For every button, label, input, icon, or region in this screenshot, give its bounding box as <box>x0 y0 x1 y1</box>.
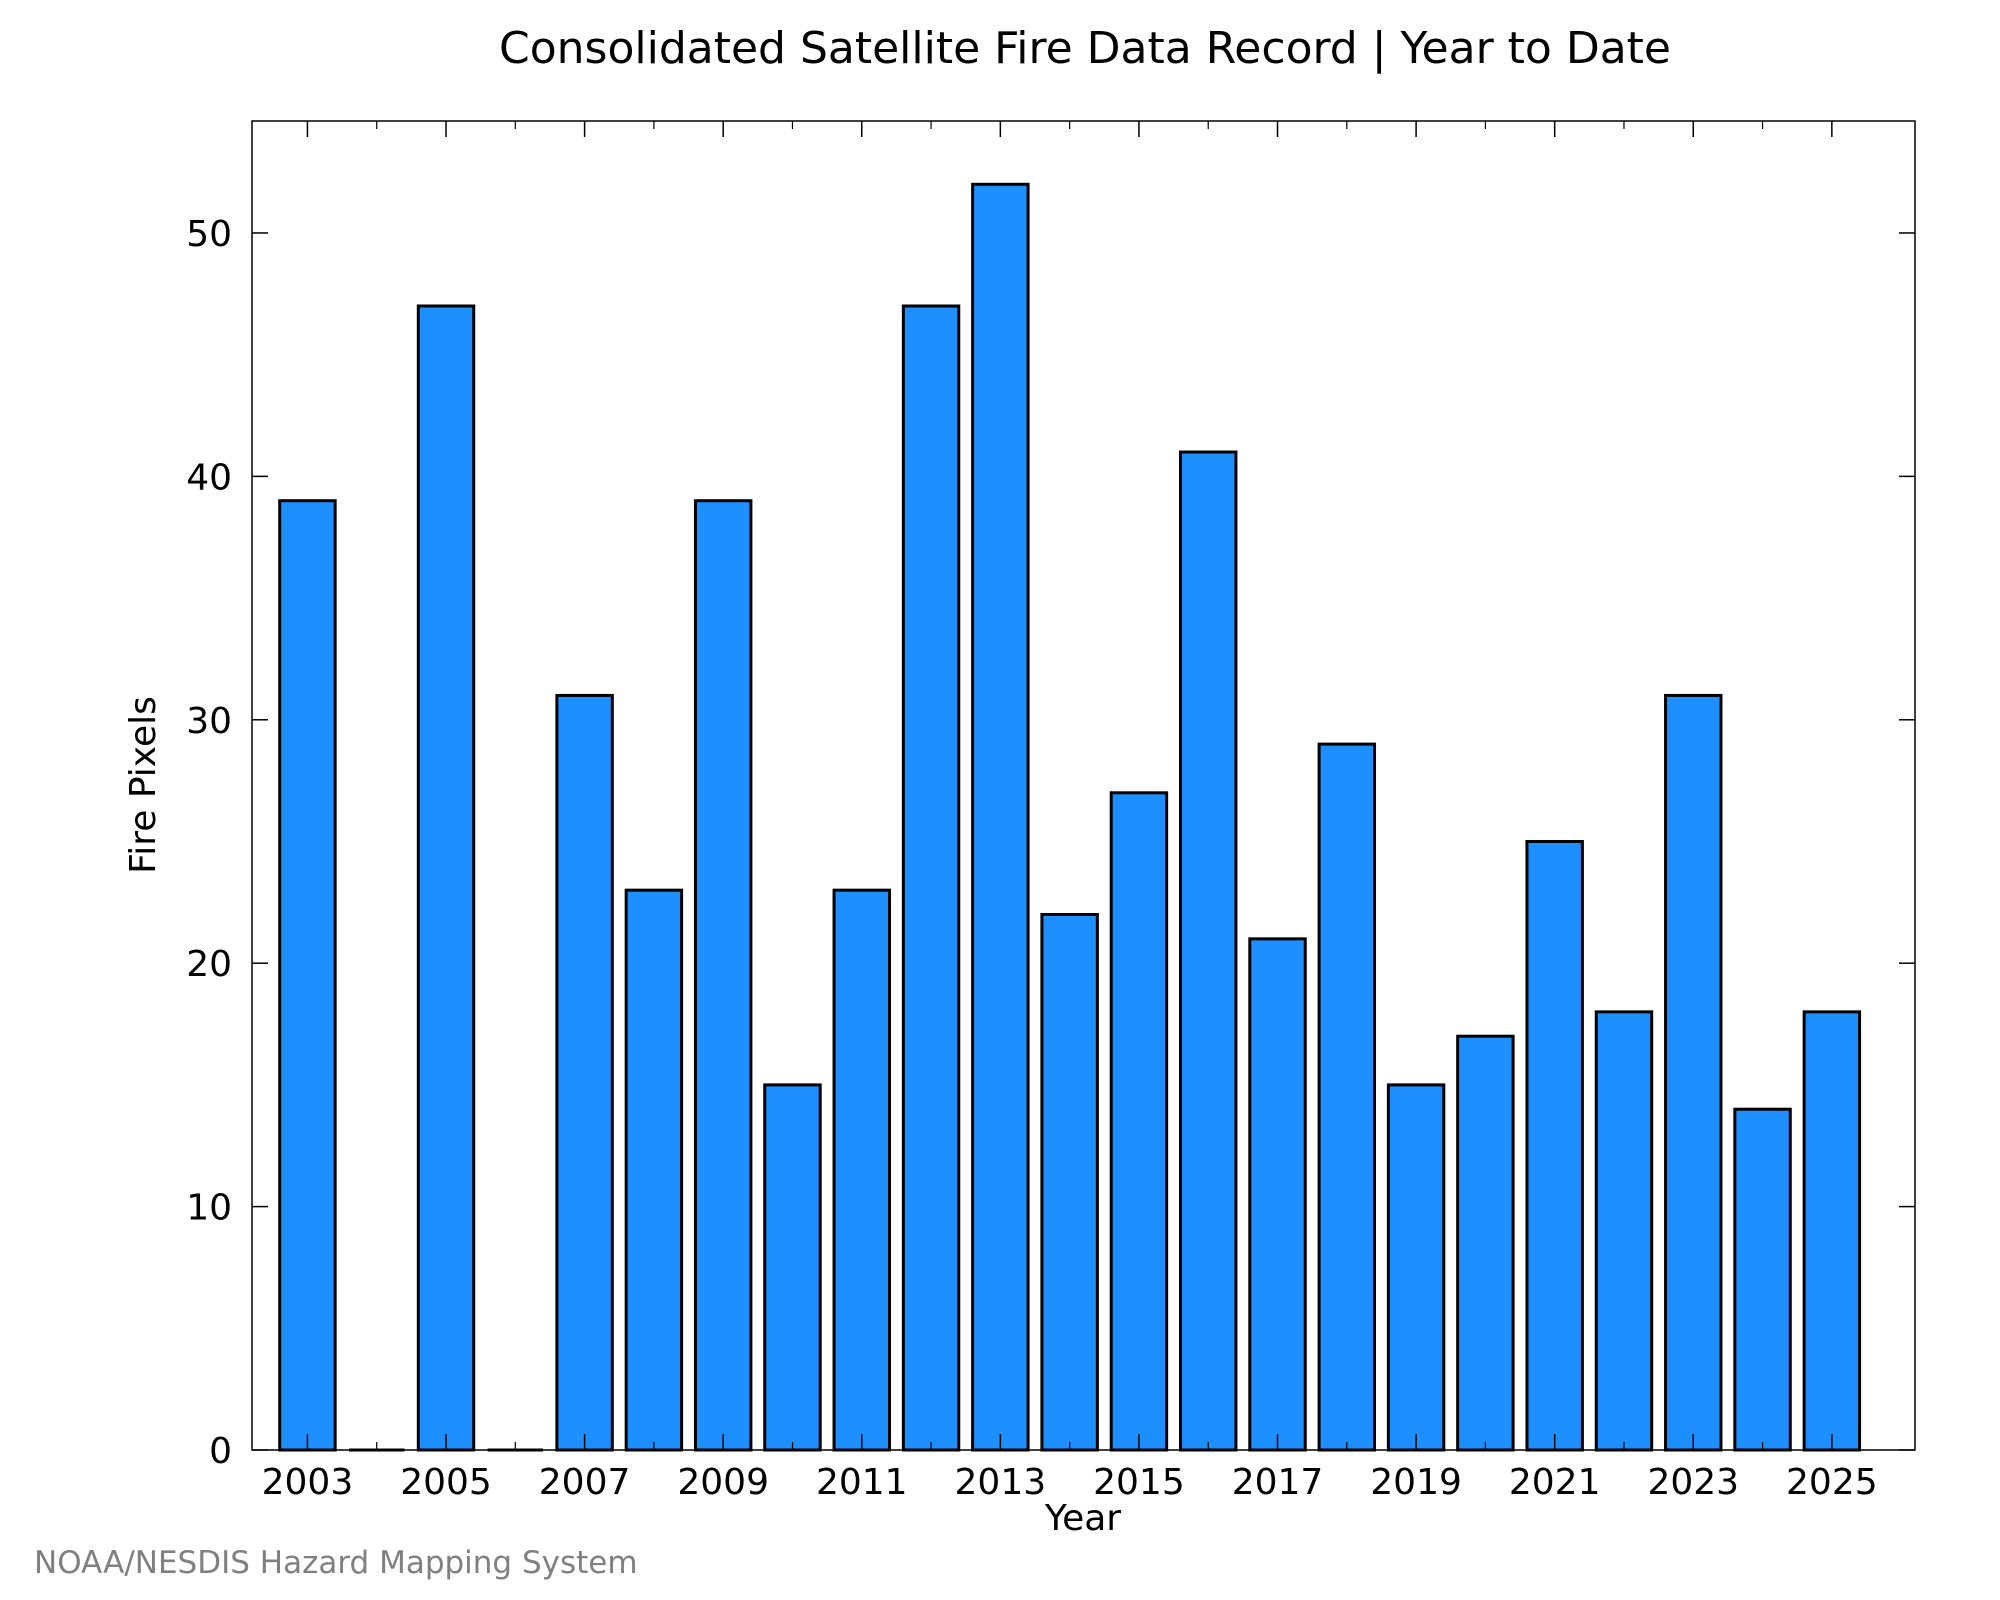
bar-2012 <box>901 304 961 1452</box>
x-tick-label: 2019 <box>1370 1462 1462 1503</box>
bars-group <box>278 182 1862 1452</box>
bar-2019 <box>1386 1083 1446 1452</box>
bar-2024 <box>1733 1107 1792 1452</box>
x-tick-label: 2025 <box>1786 1462 1878 1503</box>
bar-2013 <box>971 182 1030 1452</box>
bar-2023 <box>1664 693 1723 1452</box>
bar-2009 <box>693 499 753 1452</box>
bar-2015 <box>1109 791 1169 1452</box>
x-tick-label: 2007 <box>539 1462 631 1503</box>
y-tick-label: 20 <box>186 944 232 985</box>
bar-2005 <box>416 304 476 1452</box>
bar-2011 <box>832 888 891 1452</box>
x-tick-label: 2013 <box>955 1462 1047 1503</box>
x-tick-label: 2005 <box>400 1462 492 1503</box>
bar-2010 <box>763 1083 822 1452</box>
y-tick-label: 10 <box>186 1188 232 1229</box>
x-tick-label: 2015 <box>1093 1462 1185 1503</box>
x-tick-label: 2011 <box>816 1462 908 1503</box>
y-tick-label: 0 <box>209 1431 232 1472</box>
y-tick-label: 30 <box>186 701 232 742</box>
bar-2022 <box>1594 1010 1654 1452</box>
x-axis-label: Year <box>1044 1498 1121 1539</box>
y-tick-label: 50 <box>186 214 232 255</box>
x-tick-label: 2009 <box>677 1462 769 1503</box>
bar-2021 <box>1525 839 1584 1452</box>
x-tick-label: 2023 <box>1647 1462 1739 1503</box>
y-axis-label: Fire Pixels <box>123 696 164 874</box>
chart-title: Consolidated Satellite Fire Data Record … <box>499 23 1671 74</box>
bar-2008 <box>624 888 684 1452</box>
plot-frame <box>251 120 1916 1451</box>
bar-2020 <box>1456 1034 1515 1452</box>
bar-2017 <box>1248 937 1307 1452</box>
bar-2003 <box>278 499 337 1452</box>
bar-2014 <box>1040 913 1099 1452</box>
credit-text: NOAA/NESDIS Hazard Mapping System <box>34 1545 638 1581</box>
axes-group: 0 10 20 30 40 50 2003 2005 2007 2009 2011 2013 2015 2… <box>186 121 1915 1503</box>
x-tick-label: 2021 <box>1509 1462 1601 1503</box>
bar-2007 <box>555 693 614 1452</box>
bar-2018 <box>1317 742 1377 1452</box>
bar-2016 <box>1179 450 1238 1452</box>
x-tick-label: 2017 <box>1232 1462 1324 1503</box>
x-tick-label: 2003 <box>262 1462 354 1503</box>
y-tick-label: 40 <box>186 457 232 498</box>
bar-2025 <box>1802 1010 1862 1452</box>
